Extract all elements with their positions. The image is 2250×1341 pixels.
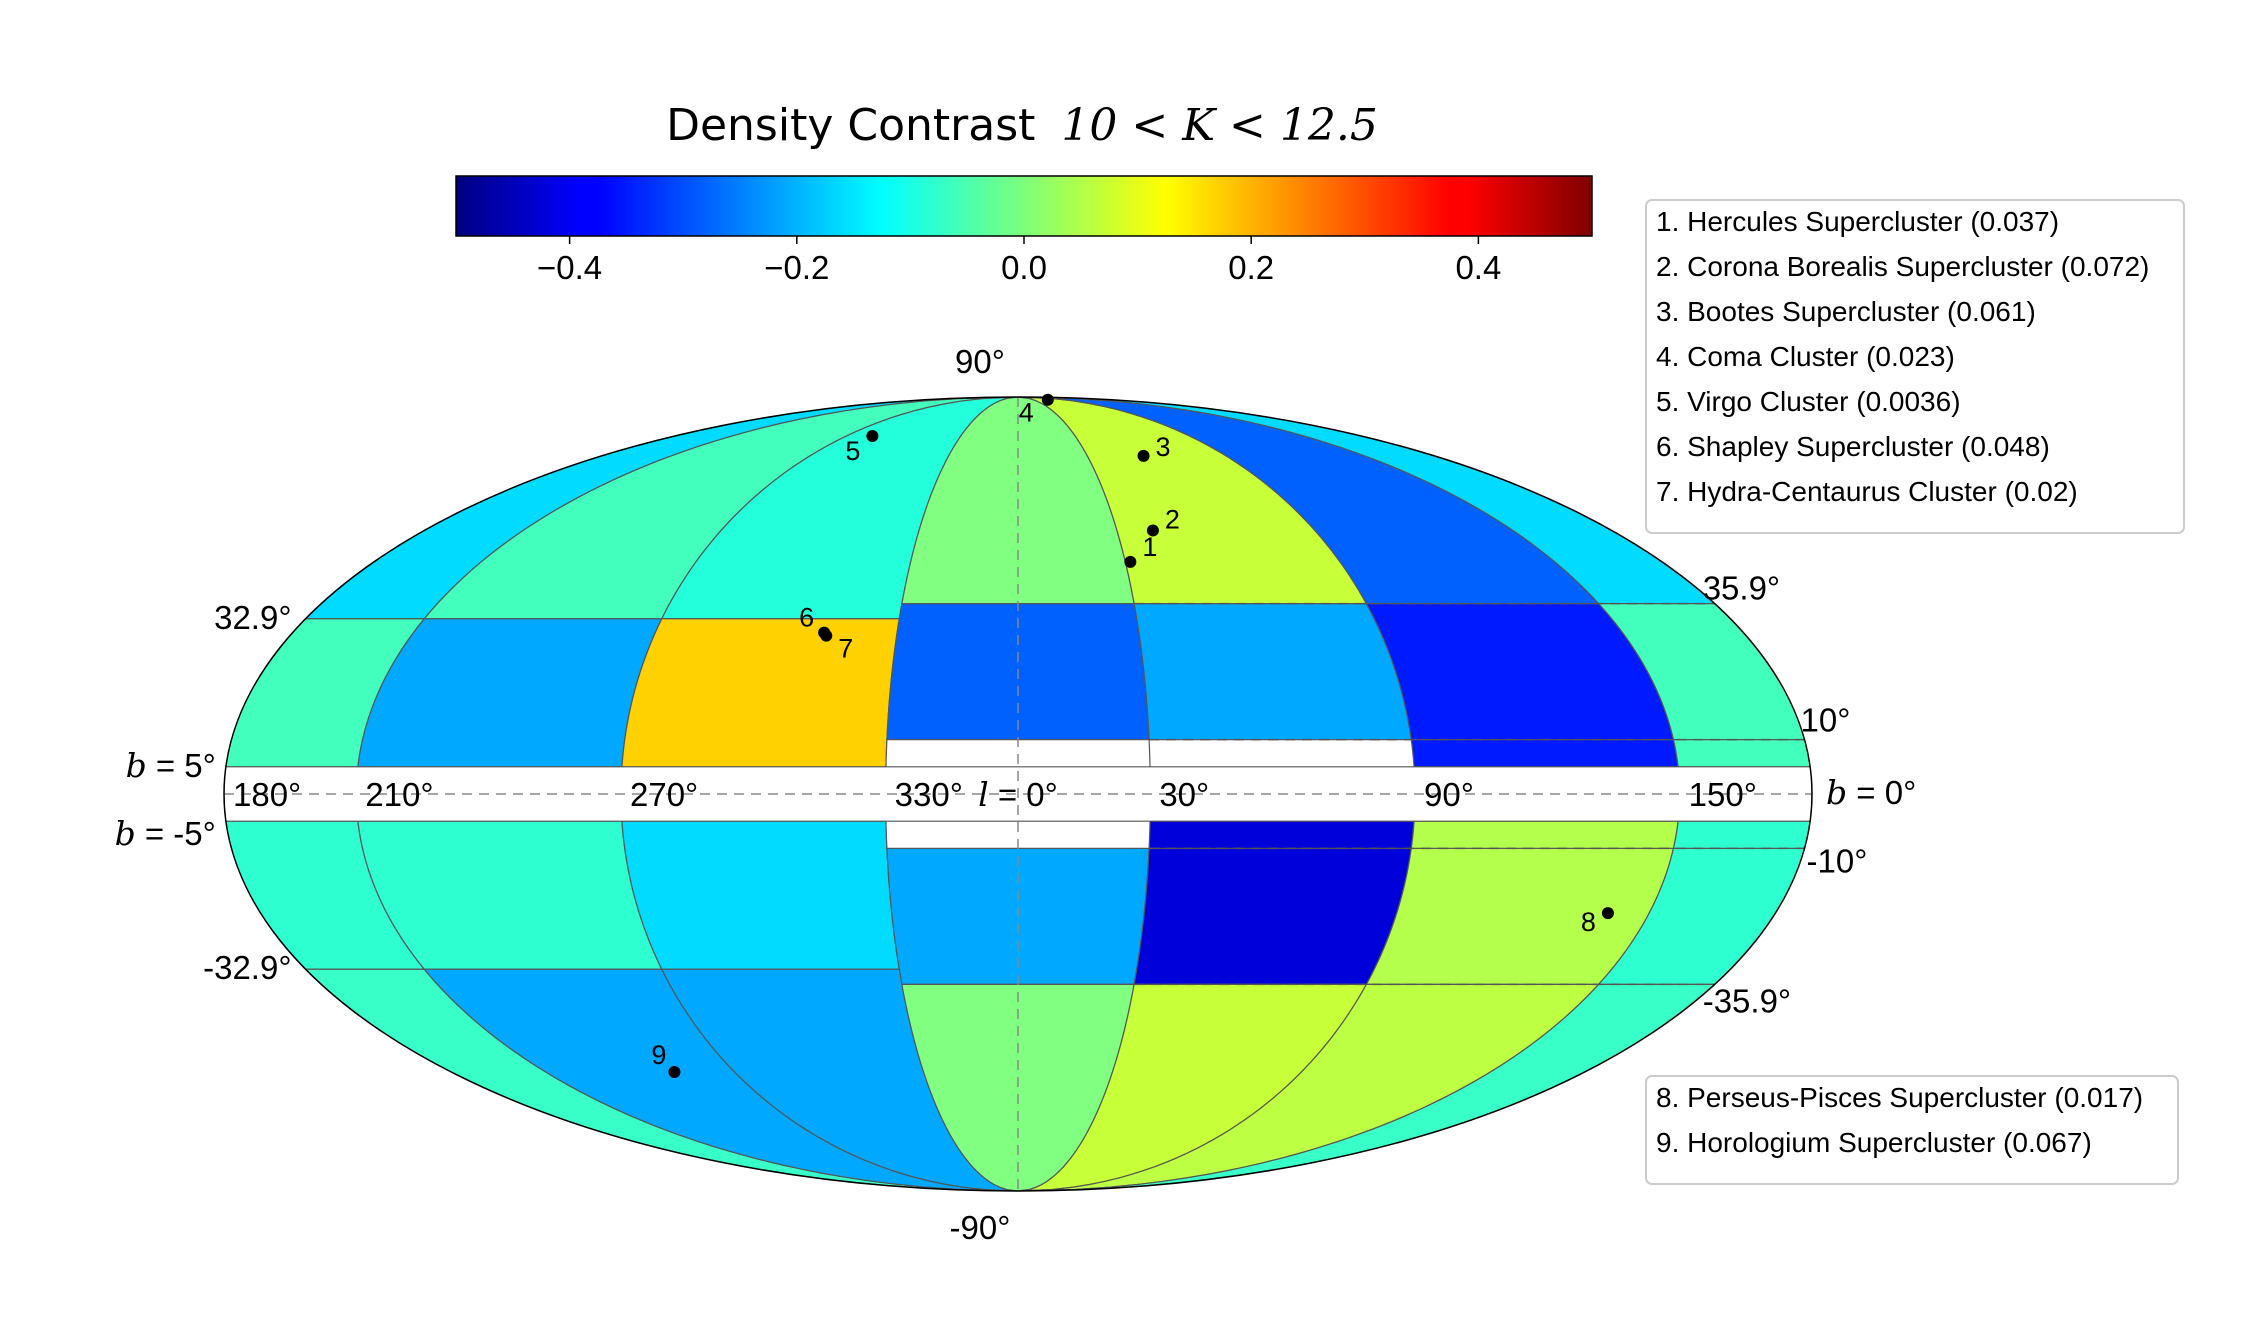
cluster-point-label: 2	[1165, 504, 1180, 534]
lon-label: 270°	[630, 776, 698, 813]
mollweide-map: 90° -90° 32.9° -32.9° 35.9° 10° -10° -35.9° b = …	[115, 343, 1917, 1246]
cluster-point-7	[820, 629, 833, 642]
colorbar-tick-label: 0.2	[1228, 249, 1274, 286]
cluster-point-5	[866, 429, 879, 442]
density-cells	[224, 397, 1812, 1191]
cluster-point-4	[1041, 393, 1054, 406]
chart-title: Density Contrast 10 < K < 12.5	[666, 100, 1378, 151]
legend-entry: 3. Bootes Supercluster (0.061)	[1656, 296, 2036, 327]
colorbar-tick-label: 0.0	[1001, 249, 1047, 286]
density-cell-23	[1148, 820, 1415, 849]
colorbar-tick-label: −0.2	[764, 249, 829, 286]
lon-label-center: l = 0°	[978, 775, 1058, 814]
cluster-point-2	[1146, 524, 1159, 537]
colorbar-tick-label: 0.4	[1455, 249, 1501, 286]
legend-entry: 2. Corona Borealis Supercluster (0.072)	[1656, 251, 2149, 282]
lat-label-east-north-outer: 35.9°	[1703, 570, 1780, 607]
lat-label-east-south-inner: -10°	[1807, 842, 1868, 879]
colorbar-gradient	[455, 175, 1593, 237]
density-cell-9	[621, 618, 900, 768]
density-cell-11	[1133, 602, 1412, 741]
lon-label: 210°	[365, 776, 433, 813]
lat-label-west-north: 32.9°	[214, 599, 291, 636]
cluster-point-label: 7	[838, 634, 853, 664]
lon-label: 330°	[895, 776, 963, 813]
lat-label-bottom: -90°	[950, 1209, 1011, 1246]
cluster-point-9	[668, 1065, 681, 1078]
cluster-point-label: 9	[651, 1040, 666, 1070]
cluster-point-label: 5	[845, 436, 860, 466]
cluster-point-label: 1	[1142, 532, 1157, 562]
cluster-points: 12 3 4 5 67 8 9	[651, 393, 1614, 1078]
density-cell-18	[621, 820, 900, 970]
density-cell-20	[1133, 847, 1412, 986]
lat-label-east-north-inner: 10°	[1801, 702, 1851, 739]
cluster-point-label: 6	[799, 603, 814, 633]
legend-entry: 7. Hydra-Centaurus Cluster (0.02)	[1656, 476, 2078, 507]
cluster-point-1	[1124, 555, 1137, 568]
lon-label: 30°	[1159, 776, 1209, 813]
legend-entry: 5. Virgo Cluster (0.0036)	[1656, 386, 1961, 417]
density-cell-25	[1672, 820, 1811, 849]
lat-label-top: 90°	[955, 343, 1005, 380]
legend-entry: 4. Coma Cluster (0.023)	[1656, 341, 1955, 372]
lon-label: 150°	[1689, 776, 1757, 813]
cluster-point-label: 4	[1019, 398, 1034, 428]
lat-label-b-south: b = -5°	[115, 814, 216, 853]
density-cell-24	[1410, 820, 1679, 849]
legend-entry: 9. Horologium Supercluster (0.067)	[1656, 1127, 2092, 1158]
legend-frame	[1645, 1075, 2179, 1185]
legend-entry: 1. Hercules Supercluster (0.037)	[1656, 206, 2059, 237]
colorbar: −0.4 −0.2 0.0 0.2 0.4	[455, 175, 1593, 286]
legend-entry: 8. Perseus-Pisces Supercluster (0.017)	[1656, 1082, 2143, 1113]
cluster-point-label: 3	[1156, 432, 1171, 462]
lat-label-b-zero: b = 0°	[1826, 773, 1916, 812]
density-cell-15	[1672, 739, 1811, 768]
colorbar-ticks: −0.4 −0.2 0.0 0.2 0.4	[537, 236, 1501, 286]
colorbar-tick-label: −0.4	[537, 249, 602, 286]
lat-label-b-north: b = 5°	[126, 746, 216, 785]
lon-label: 90°	[1424, 776, 1474, 813]
lat-label-east-south-outer: -35.9°	[1703, 982, 1791, 1019]
legend-entry: 6. Shapley Supercluster (0.048)	[1656, 431, 2050, 462]
legend-frame	[1645, 199, 2185, 534]
cluster-point-8	[1601, 907, 1614, 920]
longitude-labels: 180° 210° 270° 330° 30° 90° 150° l = 0°	[233, 775, 1757, 814]
gridlines	[224, 397, 1812, 1191]
lon-label: 180°	[233, 776, 301, 813]
legend-top: 1. Hercules Supercluster (0.037) 2. Coron…	[1645, 199, 2185, 534]
cluster-point-3	[1137, 449, 1150, 462]
legend-bottom: 8. Perseus-Pisces Supercluster (0.017) 9.…	[1645, 1075, 2179, 1185]
cluster-point-label: 8	[1581, 907, 1596, 937]
lat-label-west-south: -32.9°	[203, 949, 291, 986]
density-cell-14	[1410, 739, 1679, 768]
latitude-labels: 90° -90° 32.9° -32.9° 35.9° 10° -10° -35.9° b = …	[115, 343, 1917, 1246]
map-outline	[223, 396, 1813, 1192]
